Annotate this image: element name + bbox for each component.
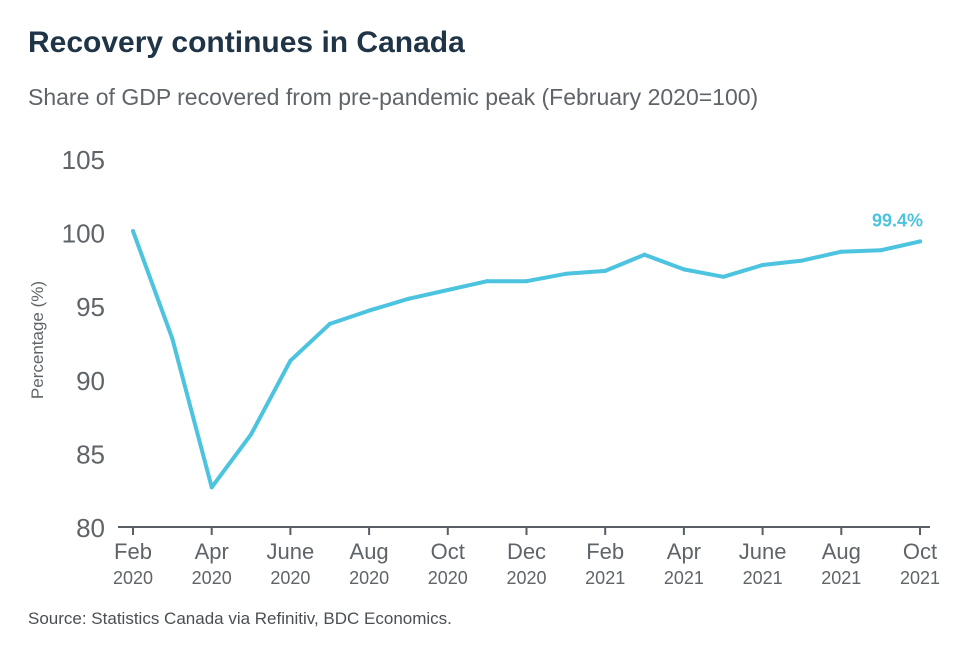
data-point [603, 268, 608, 273]
x-tick-label-year: 2021 [743, 568, 783, 588]
data-point [799, 258, 804, 263]
line-chart: Percentage (%) 80 85 90 95 100 105 Feb 2020 Apr 20… [28, 145, 940, 588]
y-tick-label: 85 [76, 439, 105, 469]
data-point [249, 432, 254, 437]
data-point [524, 279, 529, 284]
data-point [878, 248, 883, 253]
data-point [327, 321, 332, 326]
source-note: Source: Statistics Canada via Refinitiv,… [28, 609, 452, 628]
data-point [760, 262, 765, 267]
x-tick-label-year: 2021 [585, 568, 625, 588]
y-tick-label: 95 [76, 292, 105, 322]
x-tick-label-year: 2020 [428, 568, 468, 588]
x-tick-label-month: Oct [431, 539, 465, 564]
x-tick-label-month: Dec [507, 539, 546, 564]
data-point [406, 296, 411, 301]
series-line [131, 229, 922, 490]
data-label-last-value: 99.4% [872, 210, 923, 230]
x-tick-label-month: Feb [114, 539, 152, 564]
data-point [642, 252, 647, 257]
y-tick-label: 80 [76, 513, 105, 543]
x-tick-label-year: 2020 [113, 568, 153, 588]
data-point [839, 249, 844, 254]
x-tick-label-year: 2020 [349, 568, 389, 588]
data-point [445, 288, 450, 293]
y-axis-label: Percentage (%) [28, 281, 47, 399]
x-tick-label-month: Apr [667, 539, 701, 564]
x-tick-label-year: 2021 [821, 568, 861, 588]
y-tick-label: 105 [62, 145, 105, 175]
y-tick-label: 90 [76, 366, 105, 396]
data-point [485, 279, 490, 284]
x-tick-label-year: 2020 [270, 568, 310, 588]
chart-title: Recovery continues in Canada [28, 26, 465, 59]
data-point [918, 239, 922, 244]
x-tick-label-year: 2021 [664, 568, 704, 588]
data-point [563, 271, 568, 276]
x-tick-label-month: Aug [822, 539, 861, 564]
data-point [367, 308, 372, 313]
chart-subtitle: Share of GDP recovered from pre-pandemic… [28, 84, 759, 110]
data-point [681, 267, 686, 272]
data-point [721, 274, 726, 279]
x-tick-label-month: June [739, 539, 787, 564]
data-point [209, 485, 214, 490]
x-tick-label-month: Apr [195, 539, 229, 564]
x-tick-label-year: 2020 [506, 568, 546, 588]
x-tick-label-month: June [267, 539, 315, 564]
x-tick-label-year: 2020 [192, 568, 232, 588]
data-point [288, 358, 293, 363]
x-tick-label-month: Aug [350, 539, 389, 564]
data-point [170, 336, 175, 341]
x-tick-label-month: Feb [586, 539, 624, 564]
data-point [131, 229, 135, 234]
x-tick-label-month: Oct [903, 539, 937, 564]
y-tick-label: 100 [62, 219, 105, 249]
x-tick-label-year: 2021 [900, 568, 940, 588]
